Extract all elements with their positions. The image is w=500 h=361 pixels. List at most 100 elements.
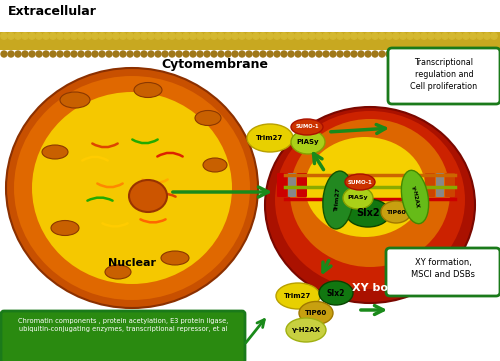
Circle shape: [183, 51, 189, 57]
Circle shape: [85, 33, 91, 39]
Circle shape: [491, 51, 497, 57]
Circle shape: [414, 51, 420, 57]
Circle shape: [141, 51, 147, 57]
Ellipse shape: [134, 83, 162, 97]
Circle shape: [127, 51, 133, 57]
Circle shape: [176, 33, 182, 39]
Circle shape: [50, 51, 56, 57]
Circle shape: [372, 33, 378, 39]
Ellipse shape: [129, 180, 167, 212]
Circle shape: [148, 33, 154, 39]
Circle shape: [267, 51, 273, 57]
Circle shape: [428, 33, 434, 39]
Ellipse shape: [51, 221, 79, 235]
Circle shape: [421, 33, 427, 39]
Ellipse shape: [276, 283, 320, 309]
Circle shape: [407, 33, 413, 39]
Circle shape: [477, 51, 483, 57]
Circle shape: [414, 33, 420, 39]
Text: SIx2: SIx2: [327, 288, 345, 297]
Circle shape: [351, 51, 357, 57]
Ellipse shape: [161, 251, 189, 265]
Circle shape: [29, 51, 35, 57]
Text: Trim27: Trim27: [284, 293, 312, 299]
Circle shape: [127, 33, 133, 39]
Circle shape: [211, 51, 217, 57]
Circle shape: [442, 33, 448, 39]
Text: XY formation,
MSCI and DSBs: XY formation, MSCI and DSBs: [411, 258, 475, 279]
Circle shape: [211, 33, 217, 39]
Circle shape: [15, 33, 21, 39]
Circle shape: [281, 33, 287, 39]
Circle shape: [267, 33, 273, 39]
Circle shape: [288, 51, 294, 57]
Circle shape: [99, 33, 105, 39]
Text: XY body: XY body: [352, 283, 404, 293]
Circle shape: [386, 51, 392, 57]
Circle shape: [106, 33, 112, 39]
Circle shape: [309, 51, 315, 57]
Circle shape: [302, 33, 308, 39]
Ellipse shape: [381, 201, 411, 223]
Circle shape: [379, 51, 385, 57]
Circle shape: [92, 33, 98, 39]
FancyBboxPatch shape: [0, 32, 500, 50]
Text: Cytomembrane: Cytomembrane: [162, 58, 268, 71]
Circle shape: [162, 33, 168, 39]
Circle shape: [92, 51, 98, 57]
Circle shape: [393, 33, 399, 39]
Circle shape: [155, 51, 161, 57]
Circle shape: [120, 51, 126, 57]
Text: γ-H2AX: γ-H2AX: [292, 327, 320, 333]
Circle shape: [218, 51, 224, 57]
Text: PIASy: PIASy: [296, 139, 320, 145]
Text: TIP60: TIP60: [305, 310, 327, 316]
Text: Nuclear: Nuclear: [108, 258, 156, 268]
Circle shape: [190, 51, 196, 57]
Ellipse shape: [402, 170, 428, 224]
Circle shape: [477, 33, 483, 39]
Circle shape: [330, 51, 336, 57]
Circle shape: [323, 51, 329, 57]
Circle shape: [309, 33, 315, 39]
Circle shape: [456, 33, 462, 39]
Circle shape: [253, 51, 259, 57]
Ellipse shape: [291, 119, 323, 135]
Ellipse shape: [265, 107, 475, 303]
Circle shape: [470, 33, 476, 39]
Circle shape: [225, 51, 231, 57]
Circle shape: [8, 51, 14, 57]
Ellipse shape: [32, 92, 232, 284]
Ellipse shape: [247, 124, 293, 152]
Circle shape: [113, 51, 119, 57]
Text: Transcriptional
regulation and
Cell proliferation: Transcriptional regulation and Cell prol…: [410, 58, 478, 91]
Circle shape: [316, 33, 322, 39]
Circle shape: [239, 51, 245, 57]
Circle shape: [484, 51, 490, 57]
Ellipse shape: [343, 187, 373, 209]
Circle shape: [470, 51, 476, 57]
Circle shape: [1, 51, 7, 57]
Circle shape: [57, 33, 63, 39]
Circle shape: [435, 51, 441, 57]
Circle shape: [22, 33, 28, 39]
Circle shape: [428, 51, 434, 57]
FancyBboxPatch shape: [388, 48, 500, 104]
Ellipse shape: [105, 265, 131, 279]
Circle shape: [379, 33, 385, 39]
Ellipse shape: [323, 171, 353, 229]
Circle shape: [351, 33, 357, 39]
Circle shape: [246, 51, 252, 57]
Text: Trim27: Trim27: [334, 188, 342, 212]
Circle shape: [400, 51, 406, 57]
FancyBboxPatch shape: [445, 173, 455, 197]
Circle shape: [120, 33, 126, 39]
Ellipse shape: [305, 137, 425, 237]
FancyBboxPatch shape: [386, 248, 500, 296]
Circle shape: [148, 51, 154, 57]
Text: Extracellular: Extracellular: [8, 5, 97, 18]
Circle shape: [260, 33, 266, 39]
Circle shape: [190, 33, 196, 39]
Circle shape: [344, 33, 350, 39]
Circle shape: [358, 51, 364, 57]
